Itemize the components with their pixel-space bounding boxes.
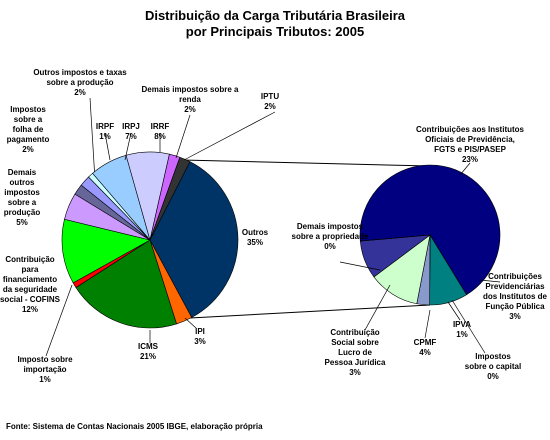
slice-name: Contribuições aos Institutos Oficiais de… (415, 125, 524, 154)
slice-value: 8% (154, 132, 166, 141)
leader-line (479, 279, 501, 283)
slice-value: 2% (74, 88, 86, 97)
slice-name: Contribuições Previdenciárias dos Instit… (483, 272, 547, 311)
slice-value: 5% (16, 218, 28, 227)
pie-slice (61, 218, 151, 284)
slice-label: IPVA 1% (397, 320, 527, 340)
slice-name: Demais impostos sobre a renda (141, 85, 239, 104)
slice-label: Outros impostos e taxas sobre a produção… (15, 68, 145, 98)
slice-label: IRPJ 7% (66, 122, 196, 142)
pie-slice (75, 239, 177, 329)
slice-name: IPVA (452, 320, 472, 329)
leader-line (45, 284, 73, 357)
leader-line (459, 162, 471, 176)
slice-name: CPMF (413, 338, 437, 347)
slice-label: IRRF 8% (95, 122, 225, 142)
slice-value: 1% (39, 375, 51, 384)
leader-line (104, 132, 111, 161)
leader-line (447, 301, 461, 321)
connector-line (189, 304, 431, 319)
slice-value: 2% (184, 105, 196, 114)
chart-title: Distribuição da Carga Tributária Brasile… (144, 8, 406, 39)
slice-name: IPTU (260, 92, 280, 101)
leader-line (339, 261, 381, 271)
slice-label: IPTU 2% (205, 92, 335, 112)
slice-label: Imposto sobre importação 1% (0, 355, 110, 385)
leader-line (184, 317, 197, 329)
slice-label: IRPF 1% (40, 122, 170, 142)
slice-value: 0% (487, 372, 499, 381)
slice-name: Contribuição para financiamento da segur… (0, 255, 60, 304)
slice-label: ICMS 21% (83, 342, 213, 362)
slice-value: 12% (21, 305, 38, 314)
slice-label: CPMF 4% (360, 338, 490, 358)
pie-slice (359, 234, 432, 278)
slice-name: Impostos sobre a folha de pagamento (6, 105, 50, 144)
slice-value: 3% (509, 312, 521, 321)
slice-label: Outros 35% (190, 228, 320, 248)
slice-label: Demais outros impostos sobre a produção 5… (0, 168, 87, 228)
slice-label: Contribuição Social sobre Lucro de Pesso… (290, 328, 420, 378)
slice-name: Demais outros impostos sobre a produção (3, 168, 41, 217)
slice-name: Outros impostos e taxas sobre a produção (33, 68, 127, 87)
slice-label: IPI 3% (135, 327, 265, 347)
slice-label: Contribuições aos Institutos Oficiais de… (405, 125, 535, 165)
slice-name: Impostos sobre o capital (464, 352, 522, 371)
leader-line (183, 111, 276, 161)
slice-name: IRPJ (122, 122, 140, 131)
slice-value: 3% (194, 337, 206, 346)
slice-name: Outros (241, 228, 269, 237)
slice-value: 3% (349, 368, 361, 377)
slice-value: 1% (99, 132, 111, 141)
slice-value: 2% (264, 102, 276, 111)
slice-value: 7% (125, 132, 137, 141)
leader-line (89, 97, 96, 181)
pie-slice (149, 161, 239, 318)
slice-value: 35% (246, 238, 263, 247)
slice-value: 2% (22, 145, 34, 154)
slice-label: Demais impostos sobre a renda 2% (125, 85, 255, 115)
slice-value: 4% (419, 348, 431, 357)
slice-label: Impostos sobre a folha de pagamento 2% (0, 105, 93, 155)
slice-name: IPI (195, 327, 205, 336)
leader-line (451, 299, 486, 354)
slice-label: Contribuições Previdenciárias dos Instit… (450, 272, 550, 322)
slice-name: ICMS (138, 342, 158, 351)
source-note: Fonte: Sistema de Contas Nacionais 2005 … (6, 422, 263, 431)
slice-label: Demais impostos sobre a propriedade 0% (265, 222, 395, 252)
leader-line (364, 284, 391, 331)
slice-name: Imposto sobre importação (17, 355, 73, 374)
slice-value: 23% (461, 155, 478, 164)
slice-name: Contribuição Social sobre Lucro de Pesso… (324, 328, 386, 367)
slice-label: Contribuição para financiamento da segur… (0, 255, 95, 315)
slice-value: 21% (139, 352, 156, 361)
pie-slice (359, 164, 501, 296)
slice-value: 1% (456, 330, 468, 339)
slice-name: IRRF (150, 122, 170, 131)
slice-name: Demais impostos sobre a propriedade (291, 222, 369, 241)
leader-line (175, 114, 191, 159)
leader-line (424, 309, 431, 339)
slice-name: IRPF (95, 122, 115, 131)
connector-line (181, 159, 431, 167)
slice-label: Impostos sobre o capital 0% (428, 352, 550, 382)
slice-value: 0% (324, 242, 336, 251)
